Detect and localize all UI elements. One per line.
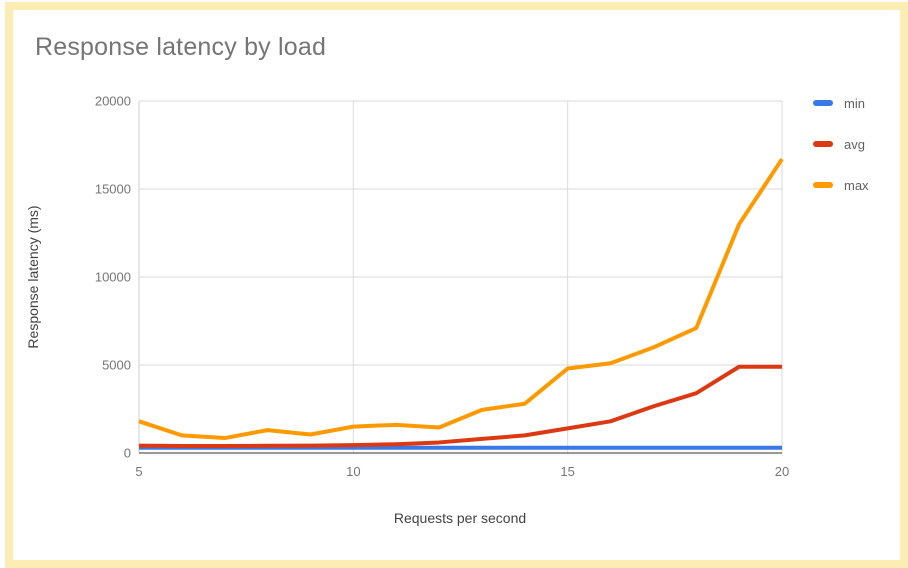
legend-item-max: max [813,177,869,193]
y-tick-label-0: 0 [124,446,131,461]
legend-item-min: min [813,95,869,111]
axis-tick-labels: 5 10 15 20 0 5000 10000 15000 20000 [95,94,789,480]
series-lines [138,157,784,450]
x-tick-label-10: 10 [346,464,360,479]
legend-label-min: min [844,95,865,111]
y-tick-label-20000: 20000 [95,94,131,109]
legend-swatch-min [813,100,833,106]
chart-title: Response latency by load [35,33,327,61]
y-tick-label-10000: 10000 [95,270,131,285]
legend-label-avg: avg [844,136,865,152]
x-tick-label-5: 5 [135,464,142,479]
page-frame [5,2,908,568]
x-axis-title: Requests per second [394,510,526,526]
gridlines [138,100,783,454]
y-tick-label-5000: 5000 [102,358,131,373]
y-axis-title: Response latency (ms) [25,205,41,348]
series-line-avg [138,364,782,448]
series-line-max [138,157,784,441]
x-tick-label-15: 15 [560,464,574,479]
legend-item-avg: avg [813,136,869,152]
x-tick-label-20: 20 [775,464,789,479]
y-tick-label-15000: 15000 [95,182,131,197]
legend-swatch-avg [813,141,833,147]
chart-legend: min avg max [813,95,869,218]
legend-label-max: max [844,177,869,193]
legend-swatch-max [813,182,833,188]
